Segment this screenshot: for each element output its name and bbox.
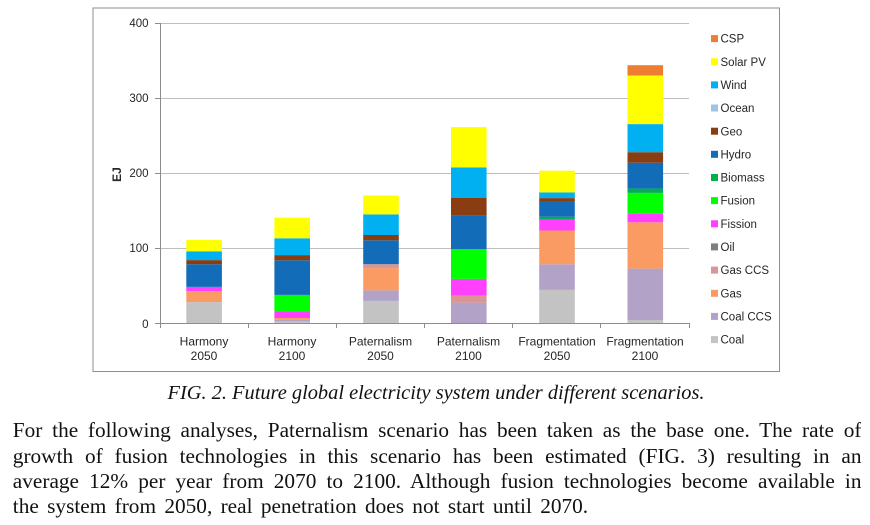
svg-text:Ocean: Ocean — [721, 103, 755, 115]
svg-text:300: 300 — [129, 93, 148, 105]
svg-text:Fragmentation: Fragmentation — [518, 335, 595, 349]
svg-text:Harmony: Harmony — [180, 335, 229, 349]
svg-text:CSP: CSP — [721, 34, 745, 46]
svg-text:Fragmentation: Fragmentation — [606, 335, 683, 349]
svg-text:Geo: Geo — [721, 126, 743, 138]
svg-text:Paternalism: Paternalism — [437, 335, 500, 349]
svg-text:Coal: Coal — [721, 335, 745, 347]
svg-text:2100: 2100 — [632, 349, 659, 363]
svg-text:EJ: EJ — [110, 167, 124, 182]
svg-text:Oil: Oil — [721, 242, 735, 254]
svg-text:100: 100 — [129, 243, 148, 255]
svg-text:Gas CCS: Gas CCS — [721, 265, 770, 277]
svg-text:Harmony: Harmony — [268, 335, 317, 349]
svg-text:200: 200 — [129, 168, 148, 180]
svg-text:Biomass: Biomass — [721, 173, 765, 185]
svg-text:2100: 2100 — [279, 349, 306, 363]
svg-text:0: 0 — [142, 319, 148, 331]
svg-text:2100: 2100 — [455, 349, 482, 363]
svg-text:Fission: Fission — [721, 219, 757, 231]
svg-text:Paternalism: Paternalism — [349, 335, 412, 349]
svg-text:2050: 2050 — [191, 349, 218, 363]
svg-text:2050: 2050 — [367, 349, 394, 363]
svg-text:Wind: Wind — [721, 80, 747, 92]
svg-text:Hydro: Hydro — [721, 149, 752, 161]
svg-text:Solar PV: Solar PV — [721, 57, 767, 69]
svg-text:Coal CCS: Coal CCS — [721, 312, 772, 324]
svg-text:Fusion: Fusion — [721, 196, 756, 208]
svg-text:2050: 2050 — [544, 349, 571, 363]
svg-text:400: 400 — [129, 18, 148, 30]
svg-text:Gas: Gas — [721, 288, 742, 300]
